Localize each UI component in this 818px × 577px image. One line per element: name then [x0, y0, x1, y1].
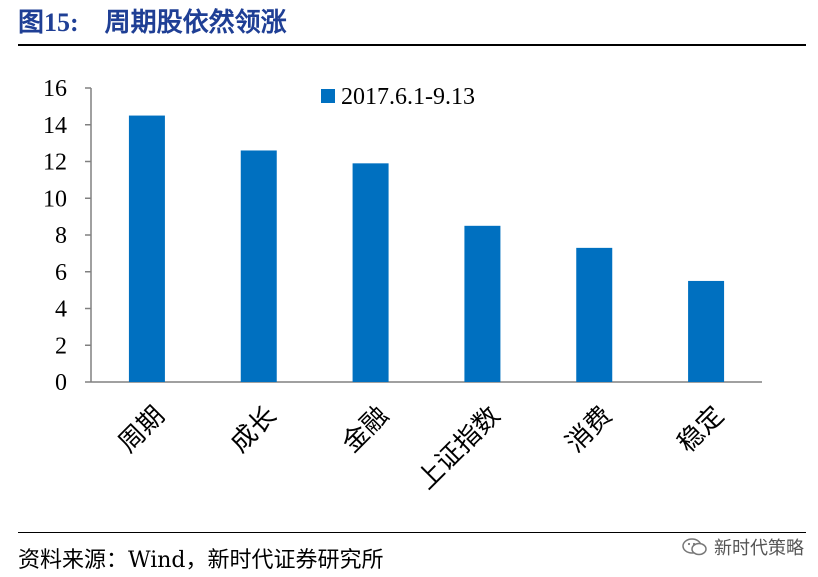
bar — [352, 163, 389, 382]
watermark: 新时代策略 — [682, 534, 804, 560]
watermark-text: 新时代策略 — [714, 538, 804, 559]
bar-chart: 0 2 4 6 8 10 12 14 16 周期 成长 金融 上证指数 消费 稳定 2017.6.1-9.… — [43, 76, 762, 496]
figure-title: 图15: 周期股依然领涨 — [18, 2, 287, 39]
x-tick-labels: 周期 成长 金融 上证指数 消费 稳定 — [113, 401, 730, 496]
y-tick-label: 4 — [55, 297, 67, 323]
bar — [576, 247, 613, 382]
y-tick-label: 10 — [43, 186, 67, 212]
y-tick-label: 8 — [55, 223, 67, 249]
bar — [464, 225, 501, 382]
x-tick-label: 消费 — [560, 401, 618, 459]
x-tick-label: 周期 — [113, 401, 171, 459]
x-tick-label: 成长 — [225, 401, 283, 459]
y-tick-label: 16 — [43, 76, 67, 102]
wechat-icon — [682, 538, 707, 556]
legend-label: 2017.6.1-9.13 — [341, 84, 475, 110]
bar — [128, 115, 165, 382]
bar — [688, 280, 725, 382]
y-tick-label: 6 — [55, 260, 67, 286]
bar — [240, 150, 277, 382]
title-divider — [18, 44, 806, 46]
y-axis: 0 2 4 6 8 10 12 14 16 — [43, 76, 92, 396]
figure-title-text: 周期股依然领涨 — [104, 8, 287, 38]
y-tick-label: 0 — [55, 370, 67, 396]
x-tick-label: 上证指数 — [412, 401, 507, 496]
legend: 2017.6.1-9.13 — [321, 84, 475, 110]
bars — [128, 115, 725, 382]
x-tick-label: 稳定 — [672, 401, 730, 459]
y-tick-label: 12 — [43, 150, 67, 176]
footer-divider — [18, 532, 806, 533]
figure-number: 图15: — [18, 8, 79, 37]
legend-swatch — [321, 89, 335, 103]
source-note: 资料来源：Wind，新时代证券研究所 — [18, 548, 384, 573]
x-tick-label: 金融 — [337, 401, 395, 459]
y-tick-label: 14 — [43, 113, 67, 139]
y-tick-label: 2 — [55, 333, 67, 359]
